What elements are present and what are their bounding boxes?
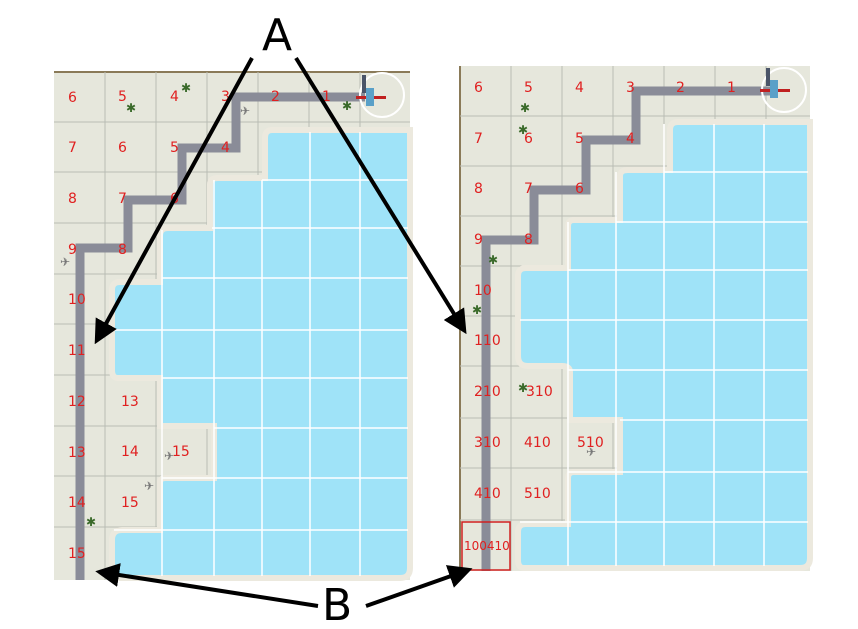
cell-label: 5 [575,131,584,147]
plant-icon: ✱ [472,303,482,317]
cell-label: 110 [474,333,501,349]
plant-icon: ✱ [181,81,191,95]
cell-label: 4 [170,89,179,105]
cell-label: 10 [68,292,86,308]
cell-label: 14 [68,495,86,511]
cell-label: 510 [577,435,604,451]
callout-a: A [94,10,467,345]
right-map-start-marker [760,67,807,113]
left-map: ✱ ✱ ✱ ✱ ✈ ✈ ✈ ✈ 6 5 4 3 2 1 7 6 5 4 8 7 … [54,71,413,581]
cell-label: 1 [322,89,331,105]
cell-label: 9 [474,232,483,248]
cell-label: 4 [626,131,635,147]
cell-label: 13 [121,394,139,410]
left-map-decorations: ✱ ✱ ✱ ✱ ✈ ✈ ✈ ✈ [60,81,352,529]
plant-icon: ✱ [126,101,136,115]
cell-label: 14 [121,444,139,460]
cell-label: 6 [68,90,77,106]
cell-label: 5 [118,89,127,105]
plant-icon: ✱ [86,515,96,529]
plant-icon: ✱ [518,381,528,395]
highlight-box [461,521,511,571]
left-map-start-marker [356,72,405,118]
cell-label: 1 [727,80,736,96]
arrow-a-right [294,56,467,335]
arrow-b-right [365,565,473,608]
cell-label: 310 [526,384,553,400]
cell-label: 410 [474,486,501,502]
bird-icon: ✈ [60,255,70,269]
plant-icon: ✱ [518,123,528,137]
cell-label: 7 [474,131,483,147]
right-map-water [515,119,813,571]
cell-label: 100410 [464,539,510,553]
cell-label: 8 [474,181,483,197]
right-map-path [481,86,770,571]
arrow-b-left [95,563,319,608]
cell-label: 6 [524,131,533,147]
bird-icon: ✈ [164,449,174,463]
cell-label: 12 [68,394,86,410]
cell-label: 7 [118,191,127,207]
cell-label: 410 [524,435,551,451]
plant-icon: ✱ [342,99,352,113]
left-map-water [109,127,413,581]
cell-label: 8 [118,242,127,258]
cell-label: 2 [271,89,280,105]
callout-a-label: A [262,10,292,61]
cell-label: 7 [524,181,533,197]
cell-label: 15 [68,546,86,562]
right-map: ✱ ✱ ✱ ✱ ✱ ✈ 6 5 4 3 2 1 7 6 5 4 8 7 6 9 … [459,66,813,571]
cell-label: 7 [68,140,77,156]
left-map-path [75,92,365,580]
cell-label: 3 [221,89,230,105]
cell-label: 15 [121,495,139,511]
bird-icon: ✈ [144,479,154,493]
right-map-decorations: ✱ ✱ ✱ ✱ ✱ ✈ [472,101,596,459]
cell-label: 6 [474,80,483,96]
cell-label: 510 [524,486,551,502]
cell-label: 6 [118,140,127,156]
cell-label: 4 [575,80,584,96]
cell-label: 11 [68,343,86,359]
cell-label: 13 [68,445,86,461]
bird-icon: ✈ [586,445,596,459]
cell-label: 9 [68,242,77,258]
plant-icon: ✱ [488,253,498,267]
right-map-labels: 6 5 4 3 2 1 7 6 5 4 8 7 6 9 8 10 110 210… [464,80,736,553]
cell-label: 8 [524,232,533,248]
callout-b: B [95,563,473,629]
plant-icon: ✱ [520,101,530,115]
cell-label: 2 [676,80,685,96]
cell-label: 210 [474,384,501,400]
cell-label: 8 [68,191,77,207]
arrow-a-left [94,57,254,345]
callout-b-label: B [322,580,352,629]
bird-icon: ✈ [240,104,250,118]
cell-label: 310 [474,435,501,451]
cell-label: 3 [626,80,635,96]
cell-label: 4 [221,140,230,156]
cell-label: 15 [172,444,190,460]
cell-label: 6 [575,181,584,197]
cell-label: 5 [524,80,533,96]
cell-label: 5 [170,140,179,156]
cell-label: 10 [474,283,492,299]
